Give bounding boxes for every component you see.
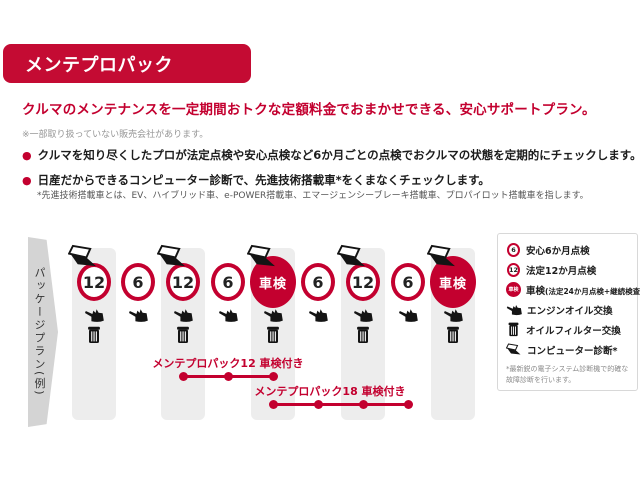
inspection-12-icon: 12: [507, 262, 520, 277]
legend-label: 安心6か月点検: [526, 246, 590, 257]
legend-row-engine-oil: エンジンオイル交換: [506, 303, 630, 317]
oil-filter-icon: [267, 326, 279, 343]
oil-filter-icon: [508, 322, 519, 337]
legend-label: エンジンオイル交換: [527, 305, 613, 317]
timeline-column: 12: [157, 244, 205, 426]
package-span-dot: [178, 371, 188, 381]
inspection-6-icon: 6: [507, 243, 520, 257]
package-18-label: メンテプロパック18 車検付き: [254, 385, 406, 398]
bullet-dot-icon: ●: [22, 174, 32, 187]
bullet-1-text: クルマを知り尽くしたプロが法定点検や安心点検など6か月ごとの点検でおクルマの状態…: [37, 148, 640, 162]
engine-oil-icon: [506, 304, 522, 315]
inspection-circle: 6: [211, 263, 245, 301]
engine-oil-icon: [129, 309, 148, 322]
timeline-column: 車検: [247, 244, 296, 426]
timeline-column: 12: [68, 244, 116, 426]
timeline-column: 6: [116, 244, 160, 426]
computer-diagnosis-icon: [506, 343, 521, 355]
availability-note: ※一部取り扱っていない販売会社があります。: [22, 130, 209, 140]
legend-label: 法定12か月点検: [526, 265, 597, 277]
inspection-circle: 6: [391, 263, 425, 301]
engine-oil-icon: [309, 309, 328, 322]
package-span-dot: [358, 399, 368, 409]
shaken-icon: 車検: [506, 282, 521, 297]
package-12-label: メンテプロパック12 車検付き: [152, 357, 304, 370]
inspection-circle: 6: [301, 263, 335, 301]
package-span-dot: [268, 371, 278, 381]
package-span-dot: [313, 399, 323, 409]
engine-oil-icon: [399, 309, 418, 322]
engine-oil-icon: [444, 309, 463, 322]
package-18-span-line: [268, 399, 413, 409]
title-banner: メンテプロパック: [3, 44, 251, 83]
timeline-column: 6: [386, 244, 430, 426]
legend-box: 6 安心6か月点検 12 法定12か月点検 車検 車検(法定24か月点検+継続検…: [497, 233, 640, 391]
computer-diagnosis-icon: [247, 244, 275, 267]
computer-diagnosis-icon: [337, 244, 365, 267]
engine-oil-icon: [219, 309, 238, 322]
legend-note: *最新鋭の電子システム診断機で的確な故障診断を行います。: [506, 365, 629, 384]
oil-filter-icon: [177, 326, 189, 343]
package-span-dot: [403, 399, 413, 409]
legend-row-oil-filter: オイルフィルター交換: [506, 322, 630, 337]
package-span-dot: [223, 371, 233, 381]
legend-row-computer-diagnosis: コンピューター診断*: [506, 343, 630, 357]
engine-oil-icon: [354, 309, 373, 322]
legend-label: オイルフィルター交換: [526, 325, 621, 337]
legend-sublabel: (法定24か月点検+継続検査): [545, 286, 640, 296]
engine-oil-icon: [264, 309, 283, 322]
bullet-2-text: 日産だからできるコンピューター診断で、先進技術搭載車*をくまなくチェックします。: [37, 173, 490, 187]
engine-oil-icon: [85, 309, 104, 322]
legend-row-12month: 12 法定12か月点検: [506, 262, 630, 277]
legend-label: コンピューター診断*: [527, 345, 618, 357]
page-title: メンテプロパック: [25, 54, 173, 76]
engine-oil-icon: [174, 309, 193, 322]
computer-diagnosis-icon: [427, 244, 455, 267]
oil-filter-icon: [447, 326, 459, 343]
oil-filter-icon: [357, 326, 369, 343]
timeline-column: 6: [296, 244, 340, 426]
legend-row-6month: 6 安心6か月点検: [506, 243, 630, 257]
package-plan-ribbon: パッケージプラン(例): [28, 237, 58, 427]
legend-label: 車検(法定24か月点検+継続検査): [526, 283, 640, 297]
package-12-span-line: [178, 371, 278, 381]
advanced-tech-footnote: *先進技術搭載車とは、EV、ハイブリッド車、e-POWER搭載車、エマージェンシ…: [37, 191, 589, 201]
package-plan-label: パッケージプラン(例): [33, 267, 46, 397]
oil-filter-icon: [88, 326, 100, 343]
legend-row-shaken: 車検 車検(法定24か月点検+継続検査): [506, 282, 640, 297]
package-span-dot: [268, 399, 278, 409]
timeline-column: 12: [337, 244, 385, 426]
headline: クルマのメンテナンスを一定期間おトクな定額料金でおまかせできる、安心サポートプラ…: [22, 102, 596, 118]
timeline-column: 6: [206, 244, 250, 426]
computer-diagnosis-icon: [68, 244, 96, 267]
inspection-circle: 6: [121, 263, 155, 301]
inspection-circle: 12: [346, 263, 380, 301]
bullet-point-1: ● クルマを知り尽くしたプロが法定点検や安心点検など6か月ごとの点検でおクルマの状…: [22, 147, 640, 163]
computer-diagnosis-icon: [157, 244, 185, 267]
bullet-dot-icon: ●: [22, 149, 32, 162]
timeline-column: 車検: [427, 244, 476, 426]
bullet-point-2: ● 日産だからできるコンピューター診断で、先進技術搭載車*をくまなくチェックします…: [22, 172, 490, 188]
